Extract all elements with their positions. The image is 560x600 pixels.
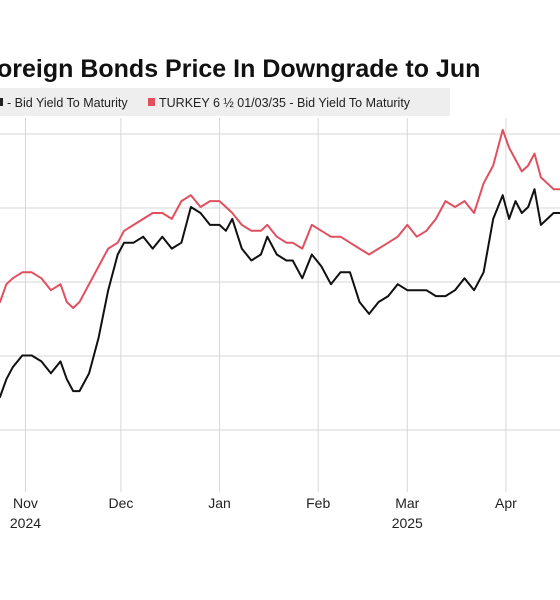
legend-label-black: - Bid Yield To Maturity [7, 96, 128, 110]
series-layer [0, 128, 560, 398]
x-axis-ticks: Nov 2024 Dec Jan Feb Mar 2025 Apr [10, 495, 517, 531]
chart-title: oreign Bonds Price In Downgrade to Jun [0, 55, 480, 83]
x-tick-label-0: Nov [13, 495, 38, 511]
legend-swatch-black [0, 98, 3, 106]
legend-label-red: TURKEY 6 ½ 01/03/35 - Bid Yield To Matur… [159, 96, 411, 110]
legend-swatch-red [148, 98, 155, 106]
x-tick-label-3: Feb [306, 495, 330, 511]
x-tick-year-4: 2025 [392, 515, 423, 531]
chart-gridlines [0, 118, 560, 492]
x-tick-label-5: Apr [495, 495, 517, 511]
x-tick-year-0: 2024 [10, 515, 41, 531]
series-line-black [0, 188, 560, 398]
x-tick-label-1: Dec [108, 495, 133, 511]
x-tick-label-4: Mar [395, 495, 419, 511]
x-tick-label-2: Jan [208, 495, 231, 511]
legend-box [0, 88, 450, 116]
series-line-red [0, 128, 560, 309]
